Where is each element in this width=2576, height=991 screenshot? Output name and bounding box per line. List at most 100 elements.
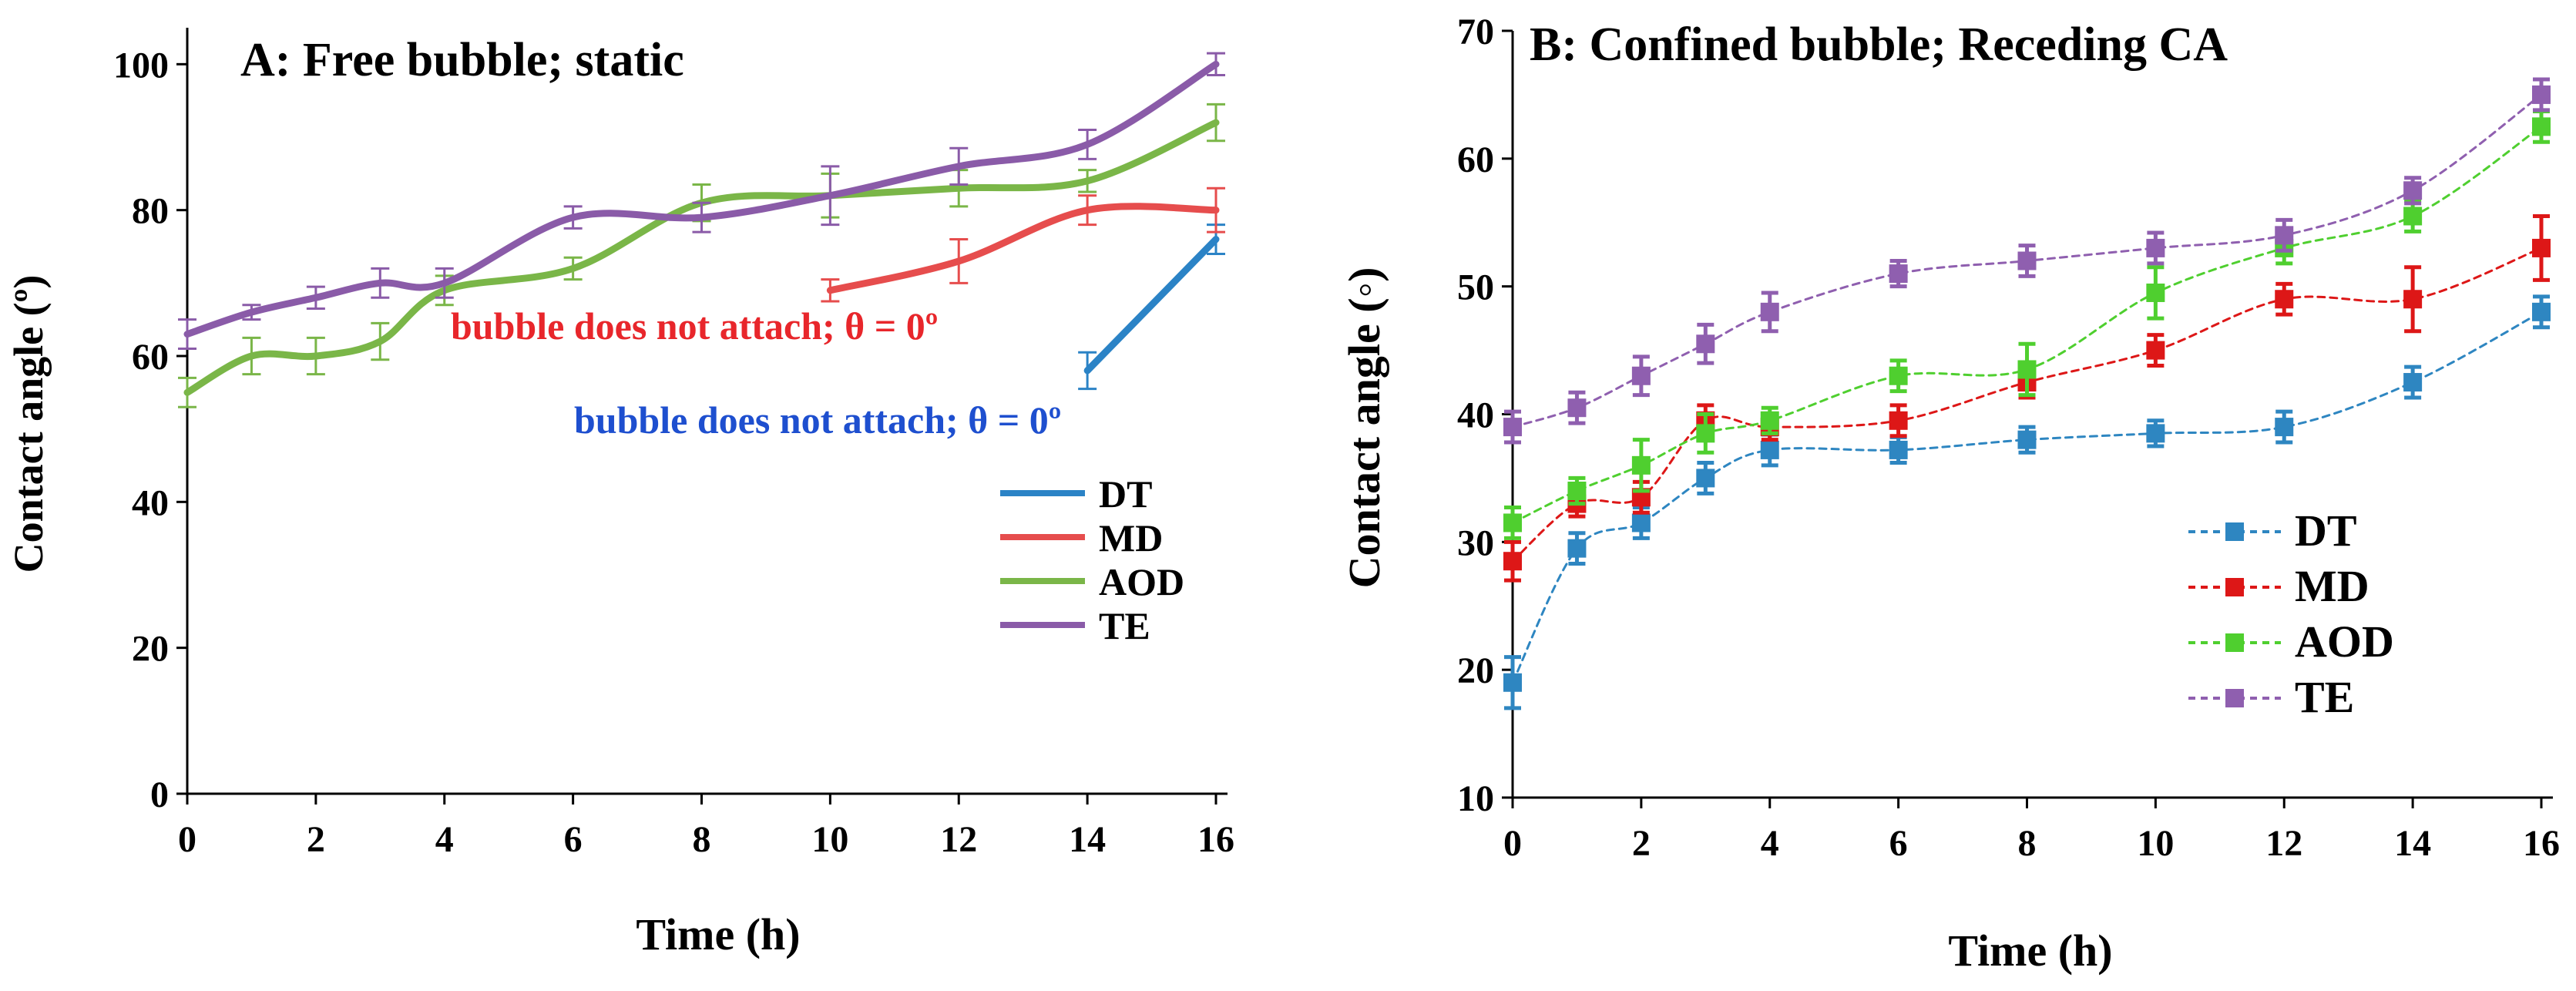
panel-b-series-md-line: [1511, 247, 2543, 563]
panel-b-series-aod-point: [1503, 513, 1522, 532]
panel-b-series-te-point: [2146, 238, 2165, 257]
panel-b-series-dt-point: [1760, 440, 1779, 459]
panel-b-series-te-point: [1503, 418, 1522, 437]
panel-b-series-aod-point: [1889, 366, 1908, 385]
legend-marker-dt: [2225, 522, 2244, 541]
panel-b-xlabel: Time (h): [1948, 925, 2112, 976]
panel-b-y-tick-label: 70: [1457, 12, 1494, 52]
panel-a-x-tick-label: 2: [307, 819, 325, 860]
panel-b-x-tick-label: 0: [1503, 823, 1522, 864]
panel-b-series-te-point: [1567, 398, 1587, 418]
panel-b-ylabel: Contact angle (◦): [1339, 267, 1389, 589]
panel-b-series-dt-point: [1696, 469, 1715, 488]
panel-a-x-tick-label: 12: [940, 819, 977, 860]
panel-b-y-tick-label: 60: [1457, 139, 1494, 180]
panel-b-x-tick-label: 4: [1761, 823, 1779, 864]
panel-b-x-tick-label: 16: [2523, 823, 2560, 864]
panel-a-series-aod-line: [183, 119, 1220, 396]
panel-b-x-tick-label: 10: [2137, 823, 2174, 864]
panel-b-series-dt-point: [1567, 539, 1587, 558]
panel-b-series-dt-point: [1631, 513, 1651, 532]
panel-b-series-dt-point: [1503, 673, 1522, 692]
panel-b-series-dt-point: [2017, 430, 2037, 449]
panel-a-x-tick-label: 10: [811, 819, 848, 860]
panel-b-y-tick-label: 30: [1457, 522, 1494, 563]
panel-b-series-te-point: [1760, 302, 1779, 321]
legend-label-te: TE: [1099, 604, 1150, 647]
panel-b-title: B: Confined bubble; Receding CA: [1530, 18, 2228, 71]
panel-b-series-te-point: [2275, 226, 2294, 245]
panel-b-series-aod-point: [2532, 117, 2551, 136]
panel-b-series-md-point: [2146, 341, 2165, 360]
panel-a-x-tick-label: 6: [564, 819, 583, 860]
panel-a-x-tick-label: 14: [1069, 819, 1106, 860]
panel-b-y-tick-label: 10: [1457, 778, 1494, 819]
panel-a-annotation-dt: bubble does not attach; θ = 0º: [574, 398, 1061, 442]
panel-a-x-tick-label: 0: [178, 819, 196, 860]
panel-a-y-tick-label: 100: [113, 45, 169, 86]
panel-a-xlabel: Time (h): [636, 909, 800, 959]
panel-b-series-md-point: [2275, 290, 2294, 309]
panel-a-x-tick-label: 4: [435, 819, 454, 860]
panel-b-series-dt-point: [2532, 302, 2551, 321]
panel-b-series-dt-point: [1889, 440, 1908, 459]
panel-a-chart: A: Free bubble; static Contact angle (º)…: [5, 28, 1234, 959]
panel-b-series-dt-point: [2146, 424, 2165, 443]
panel-b-x-tick-label: 12: [2265, 823, 2302, 864]
panel-b-series-te-point: [2403, 181, 2423, 200]
panel-a-series-md-line: [826, 203, 1220, 294]
panel-b-series-md-point: [2403, 290, 2423, 309]
panel-b-y-tick-label: 50: [1457, 267, 1494, 308]
legend-label-md: MD: [1099, 516, 1163, 559]
panel-a-y-tick-label: 60: [132, 337, 169, 378]
panel-b-series-aod-point: [2017, 360, 2037, 379]
panel-b-series-aod-point: [1631, 455, 1651, 475]
panel-b-y-tick-label: 40: [1457, 395, 1494, 436]
panel-b-series-te-point: [1631, 366, 1651, 385]
panel-b-series-dt-point: [2403, 373, 2423, 392]
legend-label-dt: DT: [2295, 506, 2357, 556]
panel-b-series-aod-point: [2146, 283, 2165, 302]
panel-b-series-md-point: [1889, 411, 1908, 430]
panel-b-series-te-point: [2532, 85, 2551, 104]
panel-b-series-aod-point: [1760, 411, 1779, 430]
panel-a-y-tick-label: 80: [132, 191, 169, 232]
panel-b-series-aod-point: [1696, 424, 1715, 443]
panel-a-y-tick-label: 20: [132, 629, 169, 670]
legend-marker-te: [2225, 689, 2244, 707]
panel-b-x-tick-label: 6: [1889, 823, 1908, 864]
panel-b-x-tick-label: 14: [2394, 823, 2431, 864]
legend-marker-aod: [2225, 633, 2244, 652]
legend-label-dt: DT: [1099, 472, 1152, 516]
panel-b-series-md-point: [1503, 552, 1522, 571]
panel-b-x-tick-label: 2: [1632, 823, 1651, 864]
panel-b-y-tick-label: 20: [1457, 650, 1494, 691]
panel-a-x-tick-label: 8: [693, 819, 711, 860]
panel-b-series-aod-point: [1567, 482, 1587, 500]
panel-a-y-tick-label: 40: [132, 482, 169, 523]
legend-marker-md: [2225, 578, 2244, 596]
panel-a-ylabel: Contact angle (º): [5, 275, 52, 573]
panel-b-series-md-point: [2532, 238, 2551, 257]
panel-a-x-tick-label: 16: [1197, 819, 1234, 860]
panel-b-series-aod-point: [2403, 207, 2423, 226]
panel-a-title: A: Free bubble; static: [240, 34, 684, 86]
panel-b-series-te-point: [1889, 264, 1908, 284]
panel-b-series-dt-point: [2275, 418, 2294, 437]
panel-a-annotation-md: bubble does not attach; θ = 0º: [451, 304, 938, 348]
panel-b-x-tick-label: 8: [2018, 823, 2037, 864]
panel-b-series-te-point: [1696, 334, 1715, 354]
legend-label-aod: AOD: [2295, 616, 2394, 667]
panel-b-series-dt-line: [1511, 311, 2543, 684]
panel-a-series-dt-line: [1083, 236, 1220, 375]
legend-label-te: TE: [2295, 672, 2354, 722]
panel-a-y-tick-label: 0: [150, 774, 169, 815]
legend-label-aod: AOD: [1099, 560, 1184, 603]
panel-b-series-te-point: [2017, 251, 2037, 270]
legend-label-md: MD: [2295, 561, 2369, 611]
panel-b-chart: B: Confined bubble; Receding CA Contact …: [1339, 12, 2560, 976]
panel-b-series-aod-line: [1511, 125, 2543, 524]
